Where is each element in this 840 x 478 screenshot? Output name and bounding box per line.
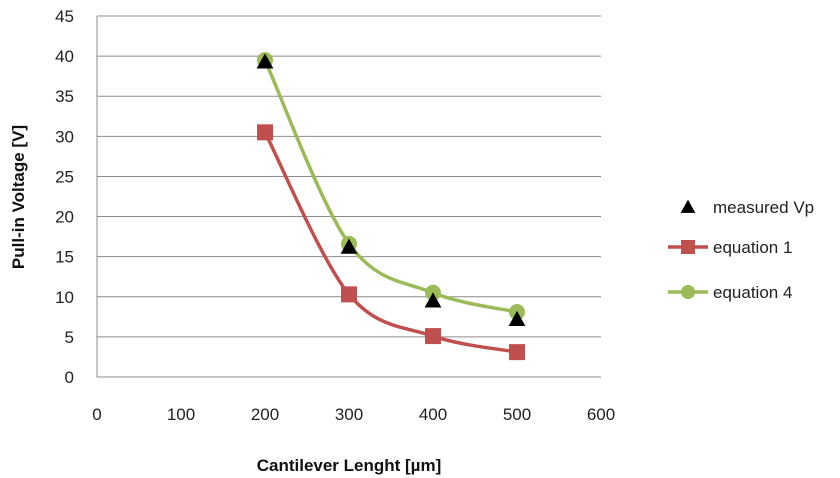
x-tick-label-400: 400	[419, 405, 447, 424]
point-equation-1-300	[341, 286, 357, 303]
legend-item-measured-vp: measured Vp	[680, 198, 814, 217]
y-tick-label-35: 35	[55, 87, 74, 106]
y-tick-label-45: 45	[55, 7, 74, 26]
series-equation-4	[257, 52, 525, 321]
legend-marker-measured-vp	[680, 199, 696, 213]
y-tick-label-25: 25	[55, 167, 74, 186]
x-tick-label-500: 500	[503, 405, 531, 424]
legend-item-equation-4: equation 4	[668, 283, 792, 302]
point-measured-vp-400	[424, 292, 442, 308]
x-axis-ticks: 0 100 200 300 400 500 600	[92, 405, 615, 424]
y-tick-label-5: 5	[65, 328, 74, 347]
y-tick-label-0: 0	[65, 368, 74, 387]
x-tick-label-300: 300	[335, 405, 363, 424]
legend-marker-equation-4	[681, 285, 695, 299]
y-tick-label-10: 10	[55, 288, 74, 307]
legend-item-equation-1: equation 1	[668, 238, 792, 257]
point-measured-vp-300	[340, 238, 358, 254]
point-equation-1-200	[257, 124, 273, 141]
x-axis-title: Cantilever Lenght [µm]	[257, 456, 442, 475]
legend-label-equation-4: equation 4	[713, 283, 792, 302]
point-equation-1-500	[509, 344, 525, 361]
x-tick-label-600: 600	[587, 405, 615, 424]
y-tick-label-40: 40	[55, 47, 74, 66]
series-line-equation-4	[263, 59, 518, 314]
legend: measured Vp equation 1 equation 4	[668, 198, 814, 302]
point-equation-1-400	[425, 328, 441, 345]
y-tick-label-20: 20	[55, 208, 74, 227]
point-measured-vp-200	[256, 53, 274, 69]
point-measured-vp-500	[508, 310, 526, 326]
series-line-equation-1	[263, 131, 518, 354]
y-tick-label-15: 15	[55, 248, 74, 267]
x-tick-label-0: 0	[92, 405, 101, 424]
legend-marker-equation-1	[681, 240, 695, 254]
y-tick-label-30: 30	[55, 127, 74, 146]
plot-series	[256, 52, 526, 361]
legend-label-equation-1: equation 1	[713, 238, 792, 257]
x-tick-label-100: 100	[167, 405, 195, 424]
x-tick-label-200: 200	[251, 405, 279, 424]
y-axis-ticks: 0 5 10 15 20 25 30 35 40 45	[55, 7, 74, 387]
series-measured-vp	[256, 53, 526, 326]
legend-label-measured-vp: measured Vp	[713, 198, 814, 217]
gridlines	[96, 15, 601, 378]
y-axis-title: Pull-in Voltage [V]	[9, 125, 28, 269]
series-equation-1	[257, 124, 525, 361]
